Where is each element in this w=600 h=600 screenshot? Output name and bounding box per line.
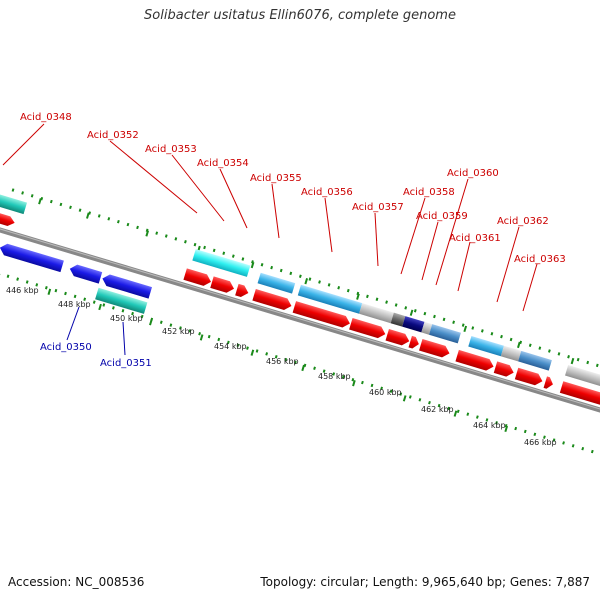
gene-label[interactable]: Acid_0358 bbox=[403, 187, 455, 198]
leader-line bbox=[271, 183, 280, 239]
feature-red-0355[interactable] bbox=[252, 289, 293, 312]
gc-inner-dotted-line bbox=[0, 263, 600, 456]
leader-line bbox=[324, 197, 333, 253]
feature-teal-top-left[interactable] bbox=[0, 191, 28, 215]
leader-line bbox=[400, 197, 426, 275]
leader-line bbox=[2, 123, 45, 166]
gene-label[interactable]: Acid_0361 bbox=[449, 233, 501, 244]
gene-label[interactable]: Acid_0360 bbox=[447, 168, 499, 179]
gene-label[interactable]: Acid_0357 bbox=[352, 202, 404, 213]
feature-red-left-edge[interactable] bbox=[0, 208, 16, 228]
feature-steel-0360[interactable] bbox=[429, 324, 461, 344]
gc-outer-dotted-line bbox=[11, 188, 600, 376]
forward-features bbox=[0, 191, 600, 410]
feature-red-0360[interactable] bbox=[419, 339, 451, 359]
gene-label[interactable]: Acid_0351 bbox=[100, 358, 152, 369]
kbp-scale-labels: 446 kbp 448 kbp 450 kbp 452 kbp 454 kbp … bbox=[6, 286, 557, 447]
lower-gene-labels: Acid_0350 Acid_0351 bbox=[40, 306, 152, 369]
kbp-label: 446 kbp bbox=[6, 286, 39, 295]
gene-label[interactable]: Acid_0362 bbox=[497, 216, 549, 227]
genome-summary-text: Topology: circular; Length: 9,965,640 bp… bbox=[260, 575, 590, 589]
map-title: Solibacter usitatus Ellin6076, complete … bbox=[144, 8, 456, 23]
track-frame bbox=[0, 188, 600, 456]
gene-label[interactable]: Acid_0359 bbox=[416, 211, 468, 222]
feature-cyan-0352[interactable] bbox=[192, 249, 251, 277]
gene-label[interactable]: Acid_0352 bbox=[87, 130, 139, 141]
feature-red-0363[interactable] bbox=[514, 367, 544, 387]
feature-grey-0359[interactable] bbox=[421, 321, 433, 335]
leader-line bbox=[374, 212, 379, 267]
genome-backbone bbox=[0, 221, 600, 417]
feature-red-0353[interactable] bbox=[210, 276, 235, 294]
accession-text: Accession: NC_008536 bbox=[8, 575, 145, 589]
kbp-label: 448 kbp bbox=[58, 300, 91, 309]
gc-inner-ticks bbox=[0, 273, 509, 433]
kbp-label: 452 kbp bbox=[162, 327, 195, 336]
reverse-features bbox=[0, 242, 153, 314]
leader-line bbox=[219, 168, 248, 229]
leader-line bbox=[457, 241, 471, 292]
feature-blue-0350b[interactable] bbox=[101, 273, 153, 299]
leader-line bbox=[109, 140, 198, 214]
gene-label[interactable]: Acid_0355 bbox=[250, 173, 302, 184]
genome-backbone-highlight bbox=[0, 222, 600, 414]
feature-red-0358[interactable] bbox=[385, 328, 411, 347]
feature-red-0364[interactable] bbox=[543, 376, 555, 390]
gene-label[interactable]: Acid_0354 bbox=[197, 158, 249, 169]
gene-label[interactable]: Acid_0356 bbox=[301, 187, 353, 198]
feature-grey-0362[interactable] bbox=[500, 345, 522, 362]
leader-line bbox=[496, 226, 520, 303]
feature-red-0357[interactable] bbox=[349, 318, 387, 340]
feature-blue-0350a[interactable] bbox=[68, 263, 103, 284]
feature-steel-0363[interactable] bbox=[518, 350, 552, 371]
kbp-label: 450 kbp bbox=[110, 314, 143, 323]
gene-label[interactable]: Acid_0350 bbox=[40, 342, 92, 353]
feature-grey-0356[interactable] bbox=[359, 303, 394, 324]
feature-red-0362[interactable] bbox=[493, 361, 516, 378]
kbp-label: 454 kbp bbox=[214, 342, 247, 351]
kbp-label: 456 kbp bbox=[266, 357, 299, 366]
feature-red-0361[interactable] bbox=[455, 349, 495, 372]
feature-red-0354[interactable] bbox=[235, 283, 250, 299]
feature-lblue-0362[interactable] bbox=[468, 335, 505, 357]
kbp-label: 464 kbp bbox=[473, 421, 506, 430]
leader-line bbox=[66, 306, 80, 341]
feature-lblue-0356[interactable] bbox=[297, 284, 363, 314]
leader-line bbox=[435, 178, 469, 286]
feature-red-right[interactable] bbox=[559, 381, 600, 410]
feature-red-0356[interactable] bbox=[292, 301, 352, 329]
gene-label[interactable]: Acid_0353 bbox=[145, 144, 197, 155]
feature-red-0352[interactable] bbox=[183, 268, 212, 287]
gene-label[interactable]: Acid_0363 bbox=[514, 254, 566, 265]
leader-line bbox=[171, 154, 225, 222]
leader-line bbox=[522, 263, 538, 312]
leader-line bbox=[421, 221, 439, 281]
kbp-label: 460 kbp bbox=[369, 388, 402, 397]
gc-outer-ticks bbox=[38, 198, 575, 365]
feature-blue-left[interactable] bbox=[0, 242, 64, 273]
feature-teal-0351[interactable] bbox=[95, 287, 148, 314]
feature-lblue-0355[interactable] bbox=[257, 272, 296, 294]
feature-red-0359[interactable] bbox=[408, 335, 421, 350]
feature-grey-right[interactable] bbox=[565, 364, 600, 392]
feature-navy-0358[interactable] bbox=[402, 316, 425, 333]
feature-dgrey-0357[interactable] bbox=[390, 312, 406, 327]
kbp-label: 466 kbp bbox=[524, 438, 557, 447]
kbp-label: 462 kbp bbox=[421, 405, 454, 414]
upper-gene-labels: Acid_0348 Acid_0352 Acid_0353 Acid_0354 … bbox=[2, 112, 566, 312]
gene-label[interactable]: Acid_0348 bbox=[20, 112, 72, 123]
leader-line bbox=[122, 321, 126, 356]
kbp-label: 458 kbp bbox=[318, 372, 351, 381]
